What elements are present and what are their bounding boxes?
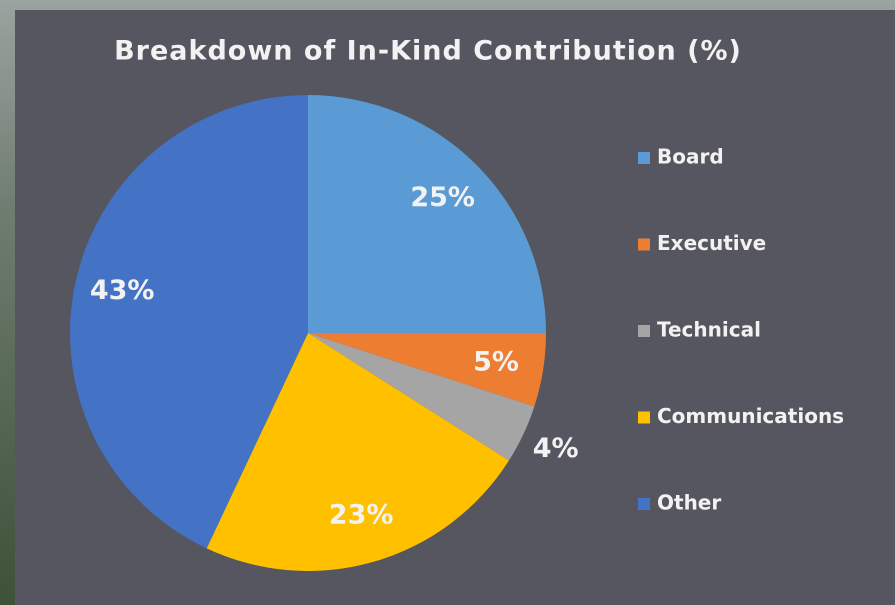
pie-slice [308, 333, 535, 461]
legend-swatch [638, 498, 650, 510]
legend-swatch [638, 411, 650, 424]
data-label: 5% [473, 346, 519, 377]
data-label: 43% [90, 275, 155, 306]
legend-swatch [638, 152, 650, 164]
data-label: 25% [410, 182, 475, 213]
legend-swatch [638, 238, 650, 251]
pie-slice [308, 95, 546, 333]
chart-title: Breakdown of In-Kind Contribution (%) [114, 36, 742, 67]
pie-slice [206, 333, 509, 571]
legend-label: Communications [657, 404, 844, 428]
legend-label: Other [657, 491, 721, 515]
data-label: 4% [533, 433, 579, 464]
legend-label: Technical [657, 318, 761, 342]
pie-slice [308, 333, 546, 407]
pie-slice [70, 95, 309, 549]
legend-label: Board [657, 145, 724, 169]
data-label: 23% [329, 499, 394, 530]
legend-label: Executive [657, 231, 766, 255]
legend-swatch [638, 325, 650, 337]
